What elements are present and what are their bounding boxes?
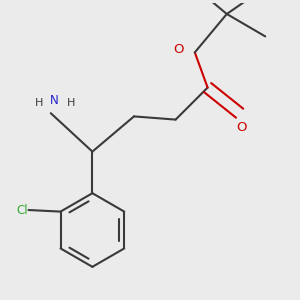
Text: N: N	[50, 94, 58, 107]
Text: Cl: Cl	[16, 203, 28, 217]
Text: H: H	[34, 98, 43, 108]
Text: H: H	[67, 98, 75, 108]
Text: O: O	[236, 121, 247, 134]
Text: O: O	[173, 43, 184, 56]
